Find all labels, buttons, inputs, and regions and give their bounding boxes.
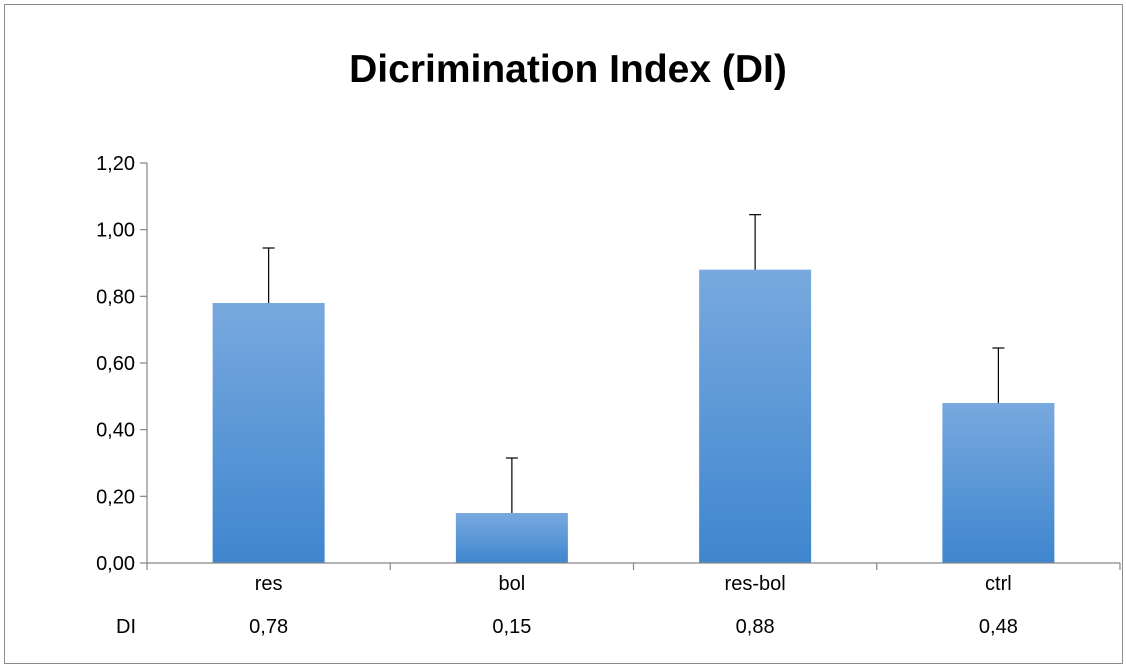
y-tick-label: 1,00 xyxy=(96,220,135,242)
bars xyxy=(212,269,1055,563)
bar xyxy=(699,269,812,563)
bar xyxy=(455,513,568,563)
x-category-label: res xyxy=(255,573,283,595)
bar xyxy=(942,403,1055,563)
y-tick-label: 0,00 xyxy=(96,553,135,575)
data-table-value: 0,88 xyxy=(736,616,775,638)
y-axis: 0,00 0,20 0,40 0,60 0,80 1,00 1,20 xyxy=(96,153,148,575)
y-tick-label: 1,20 xyxy=(96,153,135,175)
y-tick-label: 0,40 xyxy=(96,420,135,442)
error-bars xyxy=(262,214,1005,513)
x-category-label: bol xyxy=(499,573,526,595)
x-axis: res bol res-bol ctrl xyxy=(146,562,1121,595)
data-table-value: 0,78 xyxy=(249,616,288,638)
chart-title: Dicrimination Index (DI) xyxy=(349,48,787,91)
data-table-series-label: DI xyxy=(116,616,136,638)
y-tick-label: 0,80 xyxy=(96,286,135,308)
y-tick-label: 0,20 xyxy=(96,486,135,508)
bar xyxy=(212,303,325,563)
bar-chart: Dicrimination Index (DI) 0,00 0,20 0,40 0,6… xyxy=(96,48,1121,638)
data-table-value: 0,48 xyxy=(979,616,1018,638)
x-category-label: res-bol xyxy=(725,573,786,595)
data-table: DI 0,78 0,15 0,88 0,48 xyxy=(116,616,1018,638)
y-tick-label: 0,60 xyxy=(96,353,135,375)
data-table-value: 0,15 xyxy=(492,616,531,638)
x-category-label: ctrl xyxy=(985,573,1012,595)
